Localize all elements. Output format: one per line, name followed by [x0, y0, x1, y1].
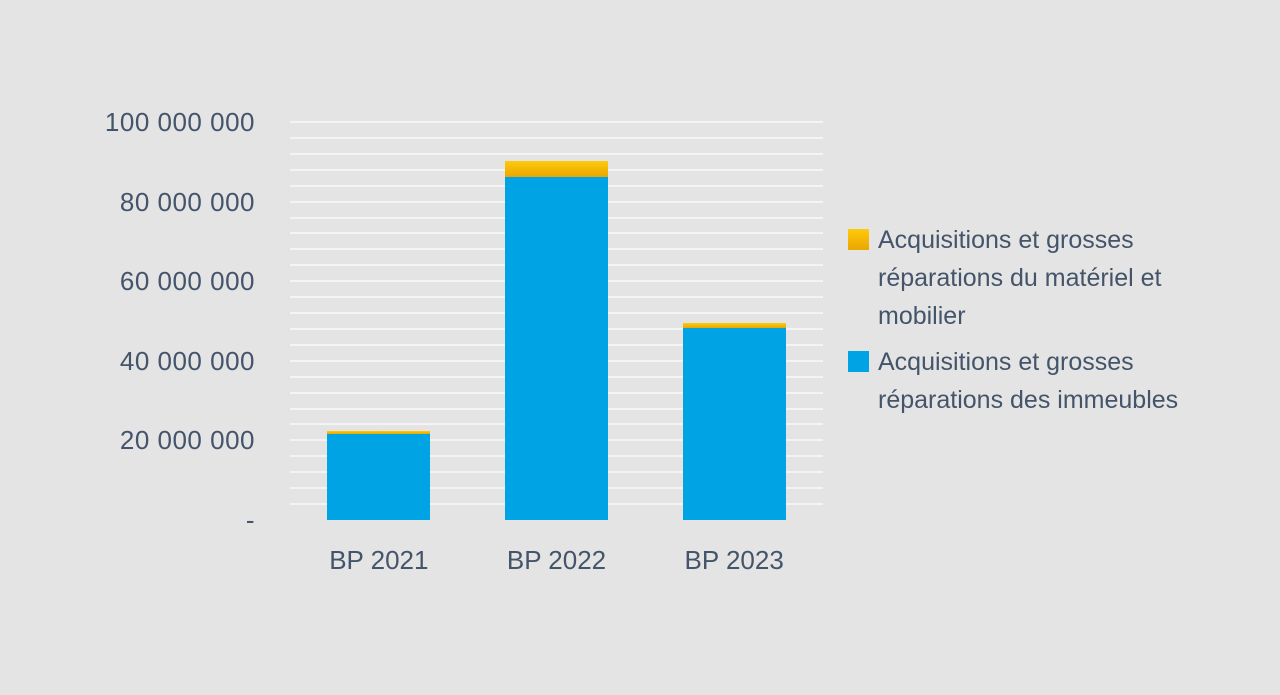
x-axis-label: BP 2021 — [329, 545, 429, 575]
y-axis-label: 40 000 000 — [119, 345, 255, 376]
x-axis-label: BP 2023 — [684, 545, 784, 575]
x-axis-label: BP 2022 — [506, 545, 607, 575]
y-axis-label: 20 000 000 — [119, 425, 255, 456]
gridline — [290, 152, 823, 155]
bar-segment — [682, 328, 786, 520]
bar-segment — [682, 322, 786, 329]
legend-item-0: Acquisitions et grosses réparations du m… — [848, 221, 1196, 335]
bar-segment — [327, 433, 431, 520]
legend-item-1: Acquisitions et grosses réparations des … — [848, 343, 1196, 419]
bar-segment — [327, 431, 431, 434]
legend: Acquisitions et grosses réparations du m… — [848, 221, 1196, 419]
bar-segment — [505, 161, 608, 177]
bar-segment — [505, 176, 608, 520]
legend-swatch-icon — [848, 229, 869, 250]
y-axis-label: 60 000 000 — [119, 266, 255, 297]
legend-swatch-icon — [848, 351, 869, 372]
gridline — [290, 136, 823, 139]
y-axis-label: 80 000 000 — [119, 186, 255, 217]
y-axis-label: 100 000 000 — [104, 107, 255, 137]
legend-label: Acquisitions et grosses réparations des … — [878, 348, 1179, 414]
gridline — [290, 121, 823, 123]
y-axis-label: - — [245, 505, 255, 535]
legend-label: Acquisitions et grosses réparations du m… — [878, 226, 1162, 330]
